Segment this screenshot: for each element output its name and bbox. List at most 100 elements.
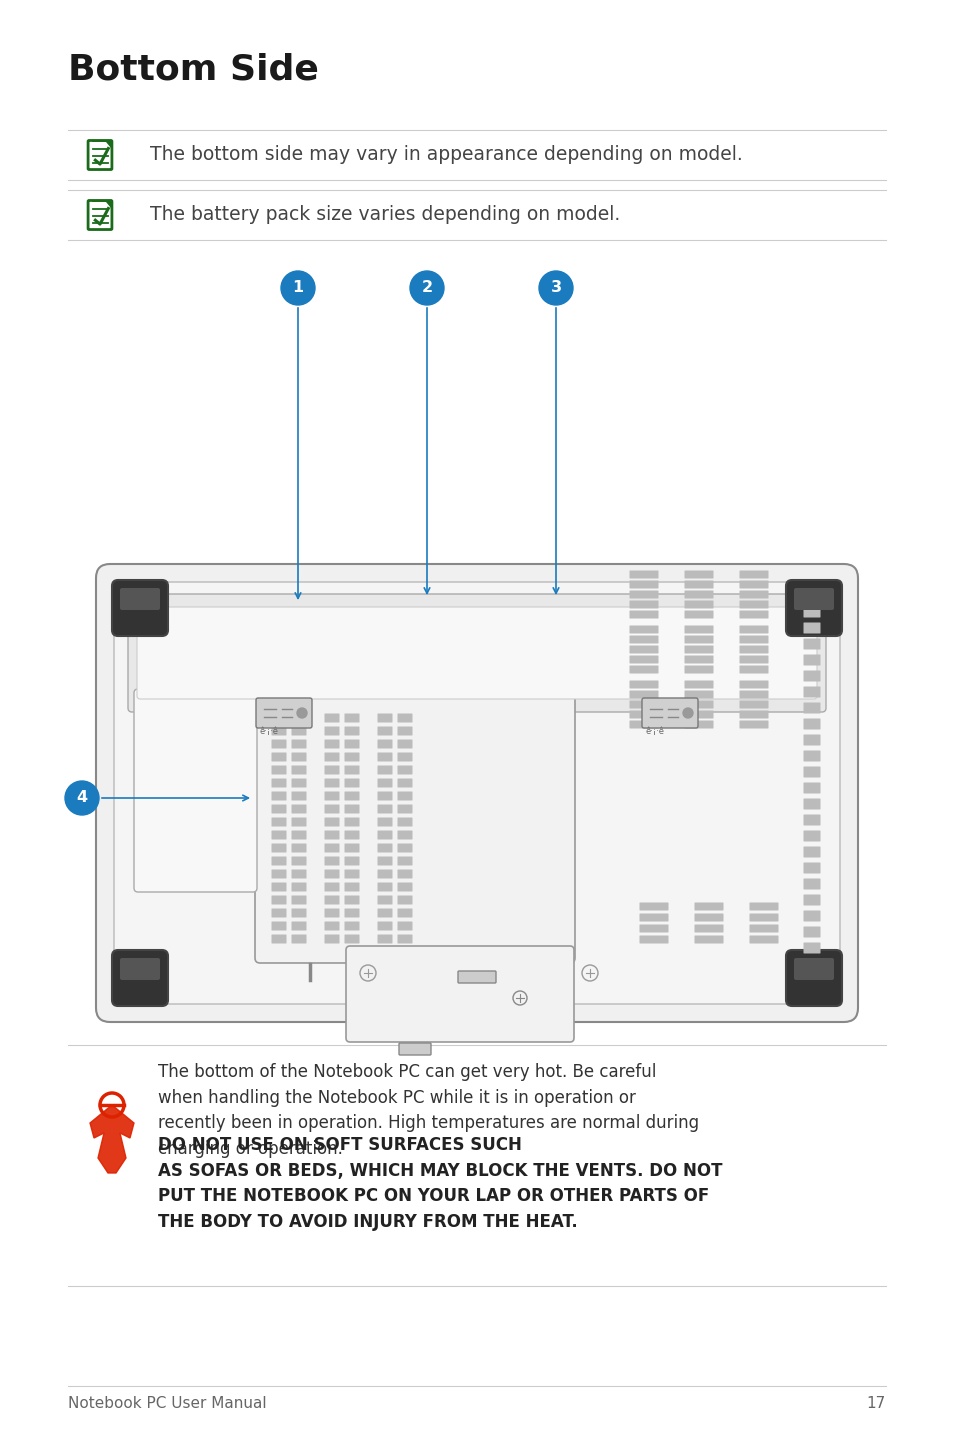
FancyBboxPatch shape (793, 958, 833, 981)
Text: 1: 1 (293, 280, 303, 295)
FancyBboxPatch shape (255, 697, 312, 728)
FancyBboxPatch shape (802, 879, 820, 890)
FancyBboxPatch shape (629, 626, 658, 634)
FancyBboxPatch shape (684, 581, 713, 588)
FancyBboxPatch shape (112, 580, 168, 636)
Text: 4: 4 (76, 791, 88, 805)
FancyBboxPatch shape (344, 922, 359, 930)
FancyBboxPatch shape (739, 601, 768, 608)
FancyBboxPatch shape (739, 591, 768, 598)
FancyBboxPatch shape (377, 831, 392, 840)
FancyBboxPatch shape (684, 710, 713, 719)
FancyBboxPatch shape (802, 782, 820, 794)
FancyBboxPatch shape (272, 883, 286, 892)
FancyBboxPatch shape (802, 942, 820, 953)
FancyBboxPatch shape (749, 903, 778, 910)
FancyBboxPatch shape (120, 588, 160, 610)
FancyBboxPatch shape (272, 935, 286, 943)
FancyBboxPatch shape (802, 703, 820, 713)
FancyBboxPatch shape (802, 607, 820, 617)
FancyBboxPatch shape (272, 778, 286, 788)
FancyBboxPatch shape (639, 913, 668, 922)
FancyBboxPatch shape (113, 582, 840, 1004)
FancyBboxPatch shape (324, 831, 339, 840)
FancyBboxPatch shape (397, 909, 412, 917)
FancyBboxPatch shape (397, 791, 412, 801)
FancyBboxPatch shape (802, 926, 820, 938)
FancyBboxPatch shape (272, 765, 286, 775)
FancyBboxPatch shape (112, 951, 168, 1007)
FancyBboxPatch shape (802, 863, 820, 873)
FancyBboxPatch shape (292, 765, 306, 775)
FancyBboxPatch shape (739, 656, 768, 663)
FancyBboxPatch shape (377, 922, 392, 930)
FancyBboxPatch shape (802, 894, 820, 906)
Text: DO NOT USE ON SOFT SURFACES SUCH
AS SOFAS OR BEDS, WHICH MAY BLOCK THE VENTS. DO: DO NOT USE ON SOFT SURFACES SUCH AS SOFA… (158, 1136, 721, 1231)
FancyBboxPatch shape (397, 831, 412, 840)
FancyBboxPatch shape (785, 951, 841, 1007)
FancyBboxPatch shape (377, 870, 392, 879)
FancyBboxPatch shape (324, 870, 339, 879)
FancyBboxPatch shape (272, 804, 286, 814)
FancyBboxPatch shape (344, 791, 359, 801)
FancyBboxPatch shape (629, 601, 658, 608)
FancyBboxPatch shape (88, 141, 112, 170)
FancyBboxPatch shape (802, 735, 820, 745)
FancyBboxPatch shape (344, 739, 359, 749)
FancyBboxPatch shape (272, 909, 286, 917)
FancyBboxPatch shape (292, 726, 306, 735)
FancyBboxPatch shape (684, 680, 713, 689)
Circle shape (281, 270, 314, 305)
FancyBboxPatch shape (344, 883, 359, 892)
FancyBboxPatch shape (629, 666, 658, 673)
FancyBboxPatch shape (684, 666, 713, 673)
FancyBboxPatch shape (802, 751, 820, 762)
FancyBboxPatch shape (802, 847, 820, 857)
FancyBboxPatch shape (292, 922, 306, 930)
Text: 3: 3 (550, 280, 561, 295)
Text: ê·¡·ê: ê·¡·ê (260, 728, 278, 736)
FancyBboxPatch shape (344, 726, 359, 735)
FancyBboxPatch shape (694, 903, 722, 910)
FancyBboxPatch shape (684, 700, 713, 709)
FancyBboxPatch shape (739, 611, 768, 618)
FancyBboxPatch shape (377, 804, 392, 814)
FancyBboxPatch shape (377, 739, 392, 749)
FancyBboxPatch shape (377, 935, 392, 943)
FancyBboxPatch shape (344, 896, 359, 905)
FancyBboxPatch shape (684, 720, 713, 729)
FancyBboxPatch shape (684, 626, 713, 634)
FancyBboxPatch shape (397, 870, 412, 879)
FancyBboxPatch shape (128, 594, 825, 712)
FancyBboxPatch shape (802, 654, 820, 666)
FancyBboxPatch shape (272, 857, 286, 866)
FancyBboxPatch shape (749, 913, 778, 922)
FancyBboxPatch shape (292, 804, 306, 814)
FancyBboxPatch shape (292, 896, 306, 905)
FancyBboxPatch shape (377, 791, 392, 801)
FancyBboxPatch shape (377, 883, 392, 892)
Circle shape (410, 270, 443, 305)
FancyBboxPatch shape (292, 791, 306, 801)
FancyBboxPatch shape (397, 713, 412, 722)
FancyBboxPatch shape (739, 690, 768, 699)
FancyBboxPatch shape (802, 798, 820, 810)
FancyBboxPatch shape (292, 817, 306, 827)
FancyBboxPatch shape (694, 925, 722, 932)
FancyBboxPatch shape (324, 857, 339, 866)
FancyBboxPatch shape (457, 971, 496, 984)
FancyBboxPatch shape (272, 791, 286, 801)
FancyBboxPatch shape (377, 765, 392, 775)
FancyBboxPatch shape (254, 643, 575, 963)
FancyBboxPatch shape (629, 636, 658, 643)
FancyBboxPatch shape (684, 571, 713, 578)
FancyBboxPatch shape (802, 831, 820, 841)
FancyBboxPatch shape (684, 636, 713, 643)
FancyBboxPatch shape (802, 623, 820, 634)
FancyBboxPatch shape (397, 857, 412, 866)
FancyBboxPatch shape (344, 817, 359, 827)
FancyBboxPatch shape (749, 936, 778, 943)
FancyBboxPatch shape (272, 713, 286, 722)
FancyBboxPatch shape (397, 817, 412, 827)
FancyBboxPatch shape (292, 909, 306, 917)
